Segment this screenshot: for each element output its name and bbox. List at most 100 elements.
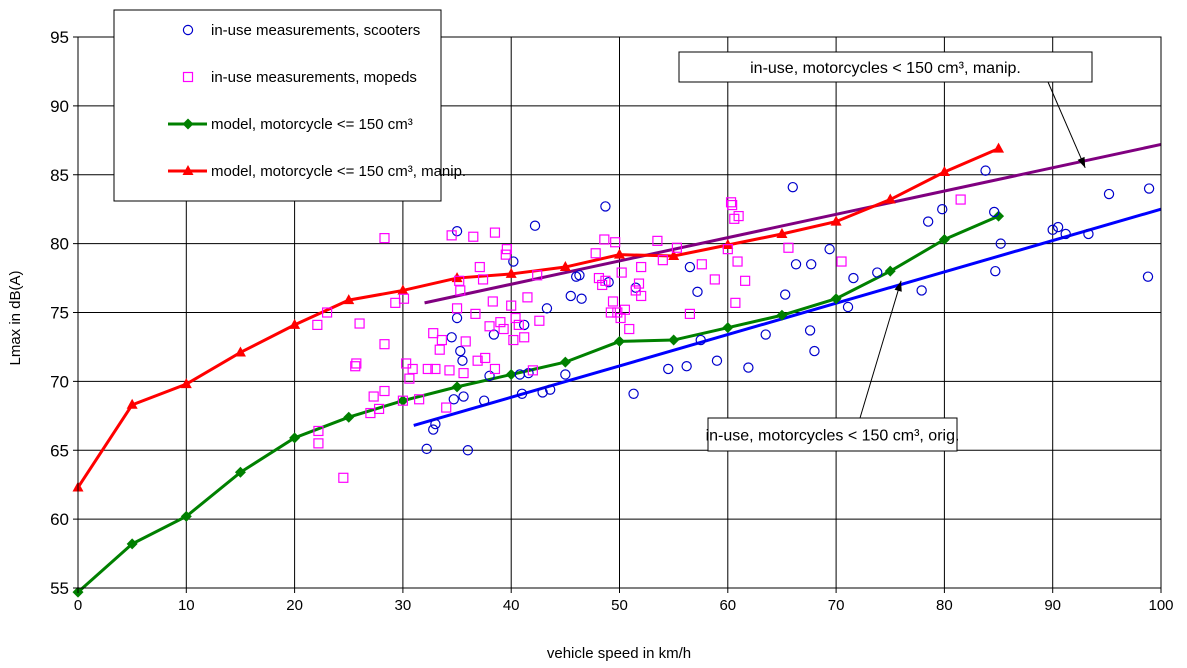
scatter-point-1 xyxy=(350,361,361,372)
scatter-point-0 xyxy=(1083,228,1094,240)
scatter-point-1 xyxy=(354,318,365,329)
scatter-point-0 xyxy=(484,370,495,382)
scatter-point-1 xyxy=(436,334,447,346)
scatter-point-0 xyxy=(872,267,883,278)
scatter-point-0 xyxy=(743,362,754,373)
scatter-point-0 xyxy=(448,394,460,405)
scatter-point-1 xyxy=(636,261,647,273)
scatter-point-1 xyxy=(519,332,530,343)
scatter-point-0 xyxy=(1142,271,1154,282)
scatter-point-1 xyxy=(836,256,847,267)
y-axis-label: Lmax in dB(A) xyxy=(7,270,24,365)
scatter-point-0 xyxy=(1103,188,1115,200)
scatter-point-0 xyxy=(989,206,1000,218)
scatter-point-0 xyxy=(779,289,791,300)
scatter-point-0 xyxy=(848,272,859,284)
series-marker-3 xyxy=(938,165,950,176)
scatter-point-0 xyxy=(1047,224,1058,236)
scatter-point-1 xyxy=(727,199,738,211)
scatter-point-0 xyxy=(790,259,802,270)
scatter-point-1 xyxy=(624,323,635,335)
tick-labels: 0 10 20 30 40 50 60 70 80 90 100 55 60 65 70 75 80 85 90 95 xyxy=(50,28,1173,614)
annotation-arrow-1 xyxy=(859,280,902,419)
scatter-point-1 xyxy=(593,272,605,284)
legend: in-use measurements, scooters in-use meas… xyxy=(113,9,466,202)
annotation-label-1: in-use, motorcycles < 150 cm³, orig. xyxy=(706,428,960,445)
series-marker-3 xyxy=(614,248,625,259)
scatter-point-0 xyxy=(600,201,611,212)
scatter-point-0 xyxy=(681,361,692,372)
scatter-point-0 xyxy=(565,290,576,302)
scatter-point-0 xyxy=(916,285,927,296)
scatter-point-0 xyxy=(628,388,639,399)
scatter-point-0 xyxy=(937,203,948,215)
series-marker-3 xyxy=(993,142,1005,153)
scatter-point-1 xyxy=(472,355,483,366)
series-marker-2 xyxy=(559,356,571,368)
scatter-point-1 xyxy=(379,233,390,244)
scatter-point-1 xyxy=(696,259,707,270)
scatter-point-1 xyxy=(615,312,626,324)
trend-line-4 xyxy=(424,142,1162,305)
scatter-point-1 xyxy=(616,267,627,278)
y-tick-label: 60 xyxy=(50,510,69,529)
y-tick-label: 70 xyxy=(50,372,69,391)
scatter-point-1 xyxy=(312,319,323,330)
scatter-point-1 xyxy=(508,334,519,346)
scatter-point-1 xyxy=(489,363,501,375)
legend-box xyxy=(113,9,442,202)
scatter-point-1 xyxy=(619,304,631,315)
series-marker-3 xyxy=(722,239,734,250)
series-marker-2 xyxy=(343,411,355,423)
legend-marker-0 xyxy=(182,24,194,36)
scatter-point-1 xyxy=(321,307,333,318)
series-marker-3 xyxy=(830,215,842,226)
x-tick-label: 20 xyxy=(286,597,303,614)
scatter-point-0 xyxy=(428,424,439,435)
x-tick-label: 40 xyxy=(503,597,520,614)
scatter-point-1 xyxy=(407,363,418,375)
scatter-point-0 xyxy=(541,303,553,314)
scatter-point-1 xyxy=(709,274,720,285)
x-tick-label: 70 xyxy=(828,597,845,614)
y-tick-label: 90 xyxy=(50,97,69,116)
scatter-point-1 xyxy=(652,235,663,246)
scatter-point-0 xyxy=(805,259,817,270)
scatter-point-1 xyxy=(373,403,385,415)
scatter-point-0 xyxy=(842,301,854,313)
scatter-point-1 xyxy=(532,270,543,281)
scatter-point-1 xyxy=(498,323,509,335)
scatter-point-1 xyxy=(458,368,469,379)
annotation-arrow-0 xyxy=(1047,81,1086,169)
scatter-point-1 xyxy=(422,363,433,375)
legend-label-3: model, motorcycle <= 150 cm³, manip. xyxy=(211,163,466,180)
scatter-point-0 xyxy=(809,345,820,357)
scatter-point-0 xyxy=(544,384,556,395)
scatter-point-1 xyxy=(430,363,441,375)
scatter-point-1 xyxy=(610,237,621,248)
annotation-label-0: in-use, motorcycles < 150 cm³, manip. xyxy=(750,60,1021,77)
series-marker-2 xyxy=(397,395,409,407)
series-marker-2 xyxy=(938,233,950,245)
scatter-point-0 xyxy=(603,276,614,288)
scatter-point-0 xyxy=(995,238,1006,249)
scatter-point-1 xyxy=(455,285,466,296)
x-tick-label: 50 xyxy=(611,597,628,614)
scatter-point-1 xyxy=(454,275,465,286)
scatter-point-1 xyxy=(534,315,545,326)
y-tick-label: 95 xyxy=(50,28,69,47)
scatter-point-1 xyxy=(607,296,619,307)
legend-label-2: model, motorcycle <= 150 cm³ xyxy=(211,116,413,133)
scatter-point-0 xyxy=(537,387,548,398)
scatter-point-0 xyxy=(990,265,1001,277)
legend-label-1: in-use measurements, mopeds xyxy=(211,69,417,86)
x-tick-label: 30 xyxy=(395,597,412,614)
scatter-point-0 xyxy=(576,293,587,304)
scatter-point-1 xyxy=(500,249,511,260)
scatter-point-1 xyxy=(722,244,733,255)
scatter-point-1 xyxy=(600,275,611,286)
scatter-point-1 xyxy=(487,296,498,307)
scatter-point-1 xyxy=(398,293,410,304)
series-marker-2 xyxy=(722,322,734,334)
scatter-point-1 xyxy=(313,438,324,449)
